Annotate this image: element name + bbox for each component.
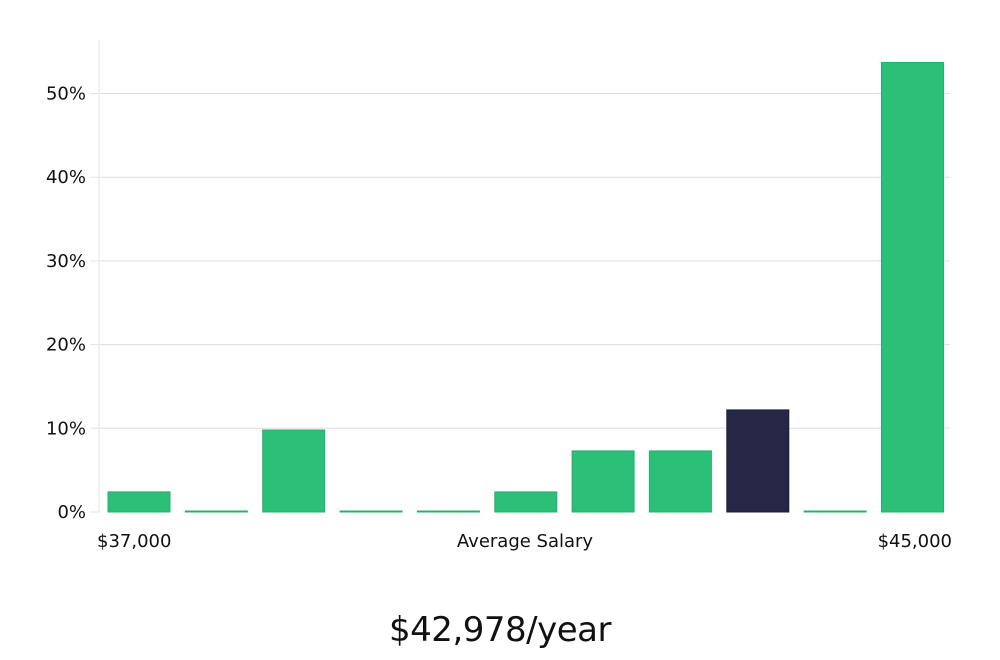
salary-histogram: 0% 10% 20% 30% 40% 50% $37,000 Average Salary…	[46, 40, 952, 552]
y-axis-ticks: 0% 10% 20% 30% 40% 50%	[46, 84, 99, 523]
bar-7	[648, 450, 712, 513]
ytick-label-40: 40%	[46, 167, 86, 188]
x-axis-label: Average Salary	[457, 531, 594, 552]
bar-6	[571, 450, 635, 513]
gridlines	[100, 93, 950, 429]
bar-4	[416, 510, 480, 513]
bar-0	[107, 491, 171, 513]
bar-10	[881, 62, 944, 513]
x-max-label: $45,000	[878, 531, 952, 552]
ytick-label-20: 20%	[46, 335, 86, 356]
bar-3	[339, 510, 403, 513]
ytick-label-50: 50%	[46, 84, 86, 105]
bar-1	[184, 510, 248, 513]
bar-highlight	[726, 409, 790, 513]
bar-9	[803, 510, 867, 513]
ytick-label-30: 30%	[46, 251, 86, 272]
ytick-label-0: 0%	[57, 502, 86, 523]
bar-5	[494, 491, 558, 513]
ytick-label-10: 10%	[46, 418, 86, 439]
average-salary-value: $42,978/year	[389, 610, 611, 650]
x-min-label: $37,000	[97, 531, 171, 552]
bar-2	[262, 429, 326, 513]
bars	[107, 62, 944, 513]
